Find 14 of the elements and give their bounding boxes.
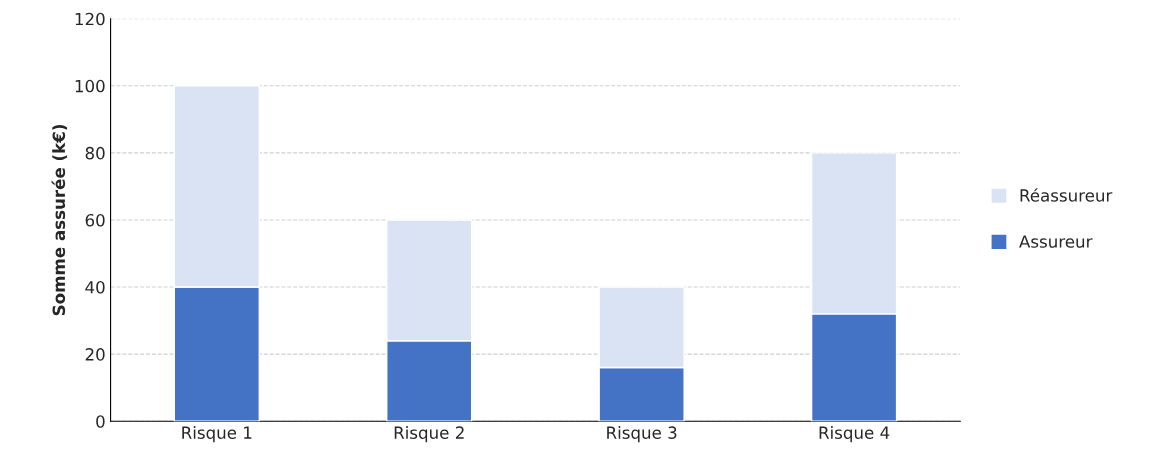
- y-tick-label: 40: [85, 281, 105, 294]
- x-tick-label: Risque 2: [394, 426, 464, 443]
- y-tick-label: 20: [85, 348, 105, 361]
- y-tick-label: 60: [85, 213, 105, 227]
- y-tick-label: 120: [75, 12, 105, 26]
- y-axis-title: Somme assurée (k€): [51, 125, 68, 316]
- y-tick-label: 80: [85, 146, 105, 160]
- y-tick-label: 0: [96, 415, 105, 428]
- y-tick-label: 100: [75, 79, 105, 93]
- legend-label: Réassureur: [1020, 188, 1113, 202]
- x-tick-label: Risque 3: [607, 426, 677, 443]
- legend-label: Assureur: [1019, 235, 1093, 248]
- x-tick-label: Risque 4: [819, 426, 890, 443]
- x-tick-label: Risque 1: [182, 426, 252, 443]
